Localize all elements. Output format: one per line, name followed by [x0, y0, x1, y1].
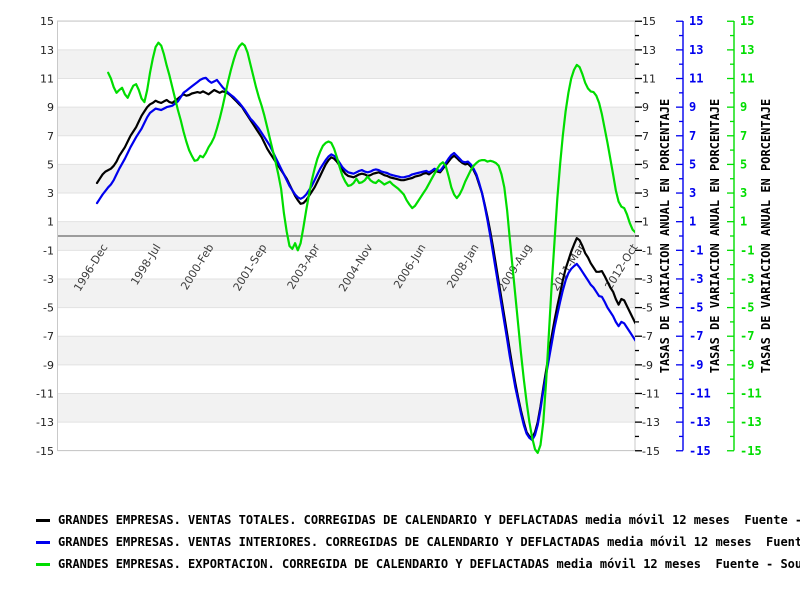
left-axis-tick-label: 13 [40, 44, 54, 57]
series-lines [95, 41, 635, 454]
right-axis-tick-label: 15 [740, 14, 754, 28]
right-axis-tick-label: -15 [740, 444, 762, 458]
right-axis-tick-label: -3 [740, 272, 754, 286]
right-axis-tick-label: 3 [740, 186, 747, 200]
left-axis-tick-label: 11 [40, 73, 54, 86]
plot-band [57, 336, 635, 365]
right-axis-tick-label: 5 [689, 157, 696, 171]
right-axis-tick-label: -11 [689, 386, 711, 400]
right-axis-tick-label: -3 [642, 273, 653, 286]
right-axis-2: 15 13 11 9 7 5 3 1 -1 -3 -5 -7 -9 -11 -13 -15 TASAS DE V… [676, 14, 722, 458]
right-axis-tick-label: 15 [642, 15, 656, 28]
left-axis-tick-label: 3 [47, 187, 54, 200]
left-axis-tick-label: -3 [43, 273, 54, 286]
right-axis-tick-label: -1 [689, 243, 703, 257]
right-axis-tick-label: 7 [689, 129, 696, 143]
right-axis-tick-label: 13 [642, 44, 656, 57]
legend-label: GRANDES EMPRESAS. VENTAS TOTALES. CORREG… [58, 513, 800, 527]
right-axis-tick-label: 13 [689, 43, 703, 57]
series-exportacion-line [107, 41, 635, 454]
right-axis-tick-label: 3 [689, 186, 696, 200]
plot-band [57, 393, 635, 423]
right-axis-tick-label: -5 [740, 301, 754, 315]
right-axis-tick-label: -13 [689, 415, 711, 429]
right-axis-tick-label: -7 [642, 330, 653, 343]
right-axis-tick-label: -15 [689, 444, 711, 458]
right-axis-tick-label: -5 [689, 301, 703, 315]
right-axis-tick-label: 7 [642, 130, 649, 143]
legend-item-exportacion: GRANDES EMPRESAS. EXPORTACION. CORREGIDA… [36, 553, 800, 575]
right-axis-title: TASAS DE VARIACION ANUAL EN PORCENTAJE [658, 99, 672, 374]
right-axis-tick-label: -3 [689, 272, 703, 286]
right-axis-tick-label: -9 [642, 359, 653, 372]
legend-label: GRANDES EMPRESAS. VENTAS INTERIORES. COR… [58, 535, 800, 549]
right-axis-tick-label: 11 [642, 73, 656, 86]
left-axis-tick-label: -9 [43, 359, 54, 372]
right-axis-tick-label: 9 [689, 100, 696, 114]
legend-swatch-black-line [36, 518, 50, 522]
left-axis-tick-label: -5 [43, 302, 54, 315]
right-axis-tick-label: -1 [642, 244, 653, 257]
right-axis-tick-label: -11 [740, 386, 762, 400]
plot-band [57, 49, 635, 79]
right-axis-tick-label: 13 [740, 43, 754, 57]
left-axis-tick-label: -1 [43, 244, 54, 257]
right-axis-tick-label: -13 [740, 415, 762, 429]
right-axis-tick-label: -5 [642, 302, 653, 315]
right-axis-tick-label: 1 [642, 216, 649, 229]
left-axis-tick-label: 7 [47, 130, 54, 143]
legend-item-ventas-totales: GRANDES EMPRESAS. VENTAS TOTALES. CORREG… [36, 509, 800, 531]
right-axis-title: TASAS DE VARIACION ANUAL EN PORCENTAJE [708, 99, 722, 374]
right-axis-3: 15 13 11 9 7 5 3 1 -1 -3 -5 -7 -9 -11 -13 -15 TASAS DE V… [727, 14, 773, 458]
right-axis-tick-label: -9 [689, 358, 703, 372]
right-axis-tick-label: 1 [689, 215, 696, 229]
right-axis-tick-label: -11 [642, 387, 660, 400]
right-axis-tick-label: 9 [740, 100, 747, 114]
left-axis-tick-label: 9 [47, 101, 54, 114]
left-axis-tick-label: 1 [47, 216, 54, 229]
series-ventas-totales-line [95, 88, 635, 439]
right-axis-tick-label: 1 [740, 215, 747, 229]
right-axis-tick-label: 15 [689, 14, 703, 28]
chart-legend: GRANDES EMPRESAS. VENTAS TOTALES. CORREG… [36, 509, 800, 575]
legend-item-ventas-interiores: GRANDES EMPRESAS. VENTAS INTERIORES. COR… [36, 531, 800, 553]
right-axis-tick-label: 3 [642, 187, 649, 200]
left-axis-tick-label: -13 [36, 416, 54, 429]
left-axis-tick-label: -15 [36, 445, 54, 458]
right-axis-tick-label: -15 [642, 445, 660, 458]
right-axis-tick-label: -7 [740, 329, 754, 343]
legend-swatch-blue-line [36, 540, 50, 544]
plot-band [57, 107, 635, 136]
right-axis-tick-label: -13 [642, 416, 660, 429]
plot-bands [57, 49, 635, 423]
legend-swatch-green-line [36, 562, 50, 566]
right-axis-tick-label: 5 [642, 158, 649, 171]
right-axis-1: 15 13 11 9 7 5 3 1 -1 -3 -5 -7 -9 -11 -13 -15 TASAS DE V… [635, 15, 672, 458]
right-axis-tick-label: 9 [642, 101, 649, 114]
right-axis-tick-label: -9 [740, 358, 754, 372]
plot-band [57, 164, 635, 194]
left-axis-tick-label: 15 [40, 15, 54, 28]
right-axis-tick-label: -7 [689, 329, 703, 343]
right-axis-tick-label: 11 [740, 72, 754, 86]
left-axis: 15 13 11 9 7 5 3 1 -1 -3 -5 -7 -9 -11 -13 -15 [36, 15, 54, 458]
plot-band [57, 278, 635, 308]
left-axis-tick-label: -11 [36, 387, 54, 400]
right-axis-title: TASAS DE VARIACION ANUAL EN PORCENTAJE [759, 99, 773, 374]
left-axis-tick-label: -7 [43, 330, 54, 343]
right-axis-tick-label: 7 [740, 129, 747, 143]
right-axis-tick-label: 11 [689, 72, 703, 86]
legend-label: GRANDES EMPRESAS. EXPORTACION. CORREGIDA… [58, 557, 800, 571]
right-axis-tick-label: 5 [740, 157, 747, 171]
left-axis-tick-label: 5 [47, 158, 54, 171]
right-axis-tick-label: -1 [740, 243, 754, 257]
